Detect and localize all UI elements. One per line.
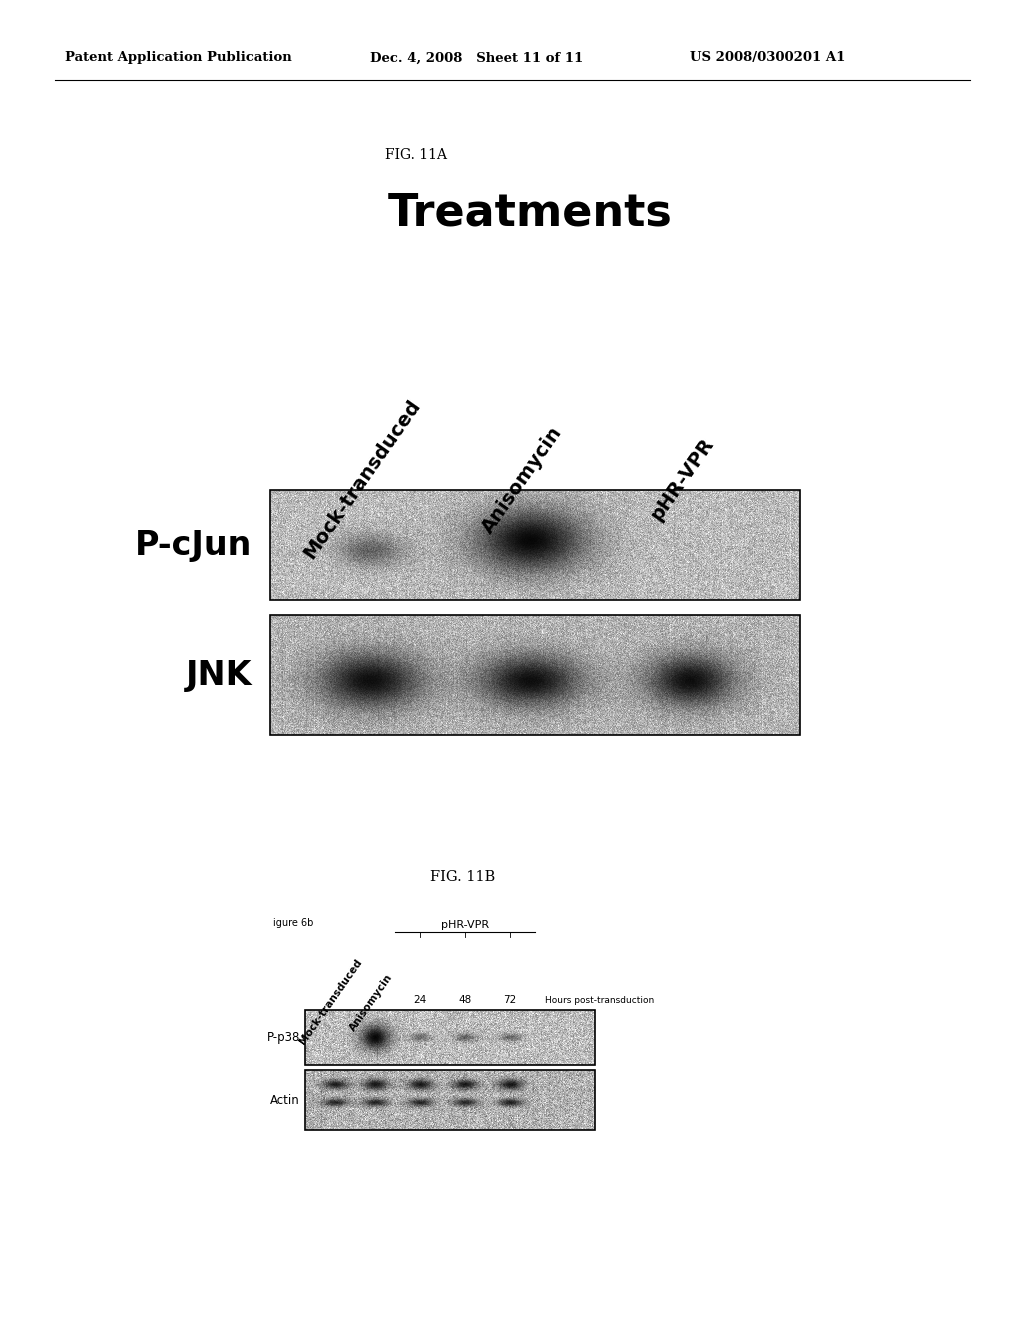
Text: pHR-VPR: pHR-VPR	[441, 920, 489, 931]
Text: 72: 72	[504, 995, 517, 1005]
Text: 24: 24	[414, 995, 427, 1005]
Bar	[305, 1010, 595, 1065]
Text: FIG. 11A: FIG. 11A	[385, 148, 447, 162]
Text: igure 6b: igure 6b	[273, 917, 313, 928]
Bar	[270, 615, 800, 735]
Text: Hours post-transduction: Hours post-transduction	[545, 997, 654, 1005]
Text: Treatments: Treatments	[387, 191, 673, 235]
Bar	[305, 1071, 595, 1130]
Bar	[270, 490, 800, 601]
Text: Mock-transduced: Mock-transduced	[300, 396, 424, 562]
Text: Actin: Actin	[270, 1093, 300, 1106]
Text: Dec. 4, 2008   Sheet 11 of 11: Dec. 4, 2008 Sheet 11 of 11	[370, 51, 584, 65]
Text: pHR-VPR: pHR-VPR	[647, 434, 718, 524]
Text: P-p38: P-p38	[266, 1031, 300, 1044]
Text: P-cJun: P-cJun	[134, 528, 252, 561]
Text: 48: 48	[459, 995, 472, 1005]
Text: Mock-transduced: Mock-transduced	[298, 957, 365, 1047]
Text: US 2008/0300201 A1: US 2008/0300201 A1	[690, 51, 846, 65]
Text: Anisomycin: Anisomycin	[347, 972, 394, 1032]
Text: FIG. 11B: FIG. 11B	[430, 870, 496, 884]
Text: Anisomycin: Anisomycin	[478, 422, 566, 536]
Text: Patent Application Publication: Patent Application Publication	[65, 51, 292, 65]
Text: JNK: JNK	[185, 659, 252, 692]
